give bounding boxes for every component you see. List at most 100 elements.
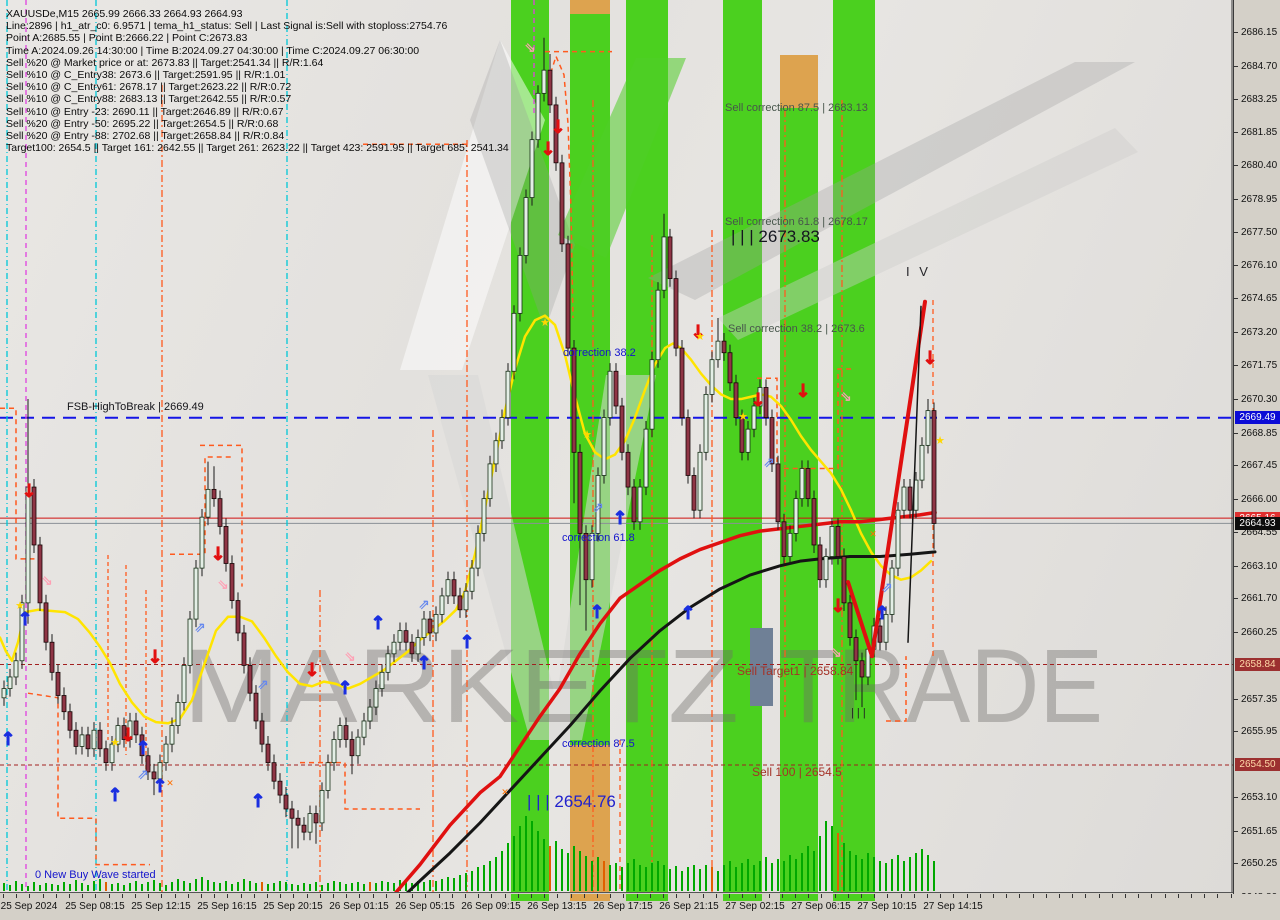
time-tick bbox=[821, 894, 823, 898]
time-tick bbox=[689, 894, 691, 898]
time-tick bbox=[504, 894, 506, 898]
buy-arrow-icon: ↑ bbox=[612, 508, 627, 529]
star-marker-icon: ★ bbox=[582, 428, 592, 441]
time-tick bbox=[1164, 894, 1166, 898]
info-line: Sell %20 @ Entry -88: 2702.68 || Target:… bbox=[6, 130, 285, 143]
blue-signal-arrow-icon: ⇗ bbox=[592, 500, 604, 516]
buy-arrow-icon: ↑ bbox=[107, 785, 122, 806]
time-tick bbox=[121, 894, 123, 898]
time-label: 26 Sep 01:15 bbox=[329, 901, 389, 912]
time-tick bbox=[663, 894, 664, 898]
time-tick bbox=[913, 894, 915, 898]
buy-arrow-icon: ↑ bbox=[416, 653, 431, 674]
price-chart-canvas[interactable]: MARKETZ TRADE ↓ ↓ ↓ ↓ ↓ ↓ ↓ ↓ ↓ ↓ ↓ ↓ ↑ ↑ ↑ ↑ ↑ ↑ ↑ ↑ ↑ ↑ ↑ ↑ ↑ ↑ ⇘ ⇘… bbox=[0, 0, 1233, 893]
time-tick bbox=[1125, 894, 1126, 898]
time-tick bbox=[148, 894, 150, 898]
time-tick bbox=[359, 894, 361, 898]
time-tick bbox=[557, 894, 559, 898]
time-tick bbox=[161, 894, 163, 898]
time-tick bbox=[544, 894, 546, 898]
sell-arrow-icon: ↓ bbox=[21, 481, 36, 502]
buy-arrow-icon: ↑ bbox=[0, 729, 15, 750]
blue-signal-arrow-icon: ⇗ bbox=[763, 455, 775, 471]
buy-arrow-icon: ↑ bbox=[459, 632, 474, 653]
time-tick bbox=[715, 894, 717, 898]
sell-arrow-icon: ↓ bbox=[922, 348, 937, 369]
time-tick bbox=[108, 894, 110, 898]
time-tick bbox=[438, 894, 440, 898]
time-tick bbox=[1059, 894, 1060, 898]
time-tick bbox=[953, 894, 955, 898]
time-tick bbox=[847, 894, 849, 898]
time-tick bbox=[966, 894, 968, 898]
star-marker-icon: ★ bbox=[15, 599, 25, 612]
logo-shape bbox=[648, 62, 1135, 300]
sell-arrow-icon: ↓ bbox=[147, 647, 162, 668]
price-badge: 2664.93 bbox=[1235, 516, 1280, 530]
time-tick bbox=[808, 894, 810, 898]
info-line: Sell %20 @ Entry -50: 2695.22 || Target:… bbox=[6, 117, 279, 130]
star-marker-icon: ★ bbox=[738, 410, 748, 423]
buy-arrow-icon: ↑ bbox=[874, 603, 889, 624]
time-tick bbox=[1072, 894, 1074, 898]
time-tick bbox=[531, 894, 532, 898]
buy-arrow-icon: ↑ bbox=[250, 791, 265, 812]
time-tick bbox=[755, 894, 757, 898]
price-axis[interactable]: 2686.15 2684.70 2683.25 2681.85 2680.40 2678.… bbox=[1233, 0, 1280, 920]
star-marker-icon: ★ bbox=[695, 330, 705, 343]
time-tick bbox=[346, 894, 348, 898]
time-label: 25 Sep 20:15 bbox=[263, 901, 323, 912]
time-tick bbox=[293, 894, 295, 898]
blue-signal-arrow-icon: ⇗ bbox=[881, 580, 893, 596]
info-line: Point A:2685.55 | Point B:2666.22 | Poin… bbox=[6, 32, 248, 45]
time-tick bbox=[3, 894, 4, 898]
time-tick bbox=[861, 894, 862, 898]
buy-arrow-icon: ↑ bbox=[135, 738, 150, 759]
time-tick bbox=[319, 894, 321, 898]
time-tick bbox=[267, 894, 268, 898]
star-marker-icon: ★ bbox=[935, 434, 945, 447]
sell-arrow-icon: ↓ bbox=[540, 139, 555, 160]
pink-signal-arrow-icon: ⇘ bbox=[41, 573, 53, 589]
time-tick bbox=[1217, 894, 1219, 898]
time-tick bbox=[768, 894, 770, 898]
x-marker-icon: ✕ bbox=[869, 530, 877, 540]
buy-arrow-icon: ↑ bbox=[680, 603, 695, 624]
time-tick bbox=[583, 894, 585, 898]
band-stub bbox=[833, 894, 875, 901]
time-tick bbox=[306, 894, 308, 898]
time-tick bbox=[570, 894, 572, 898]
time-label: 27 Sep 06:15 bbox=[791, 901, 851, 912]
time-axis[interactable]: 25 Sep 2024 25 Sep 08:15 25 Sep 12:15 25 Se… bbox=[0, 894, 1280, 920]
time-tick bbox=[517, 894, 519, 898]
info-line: Target100: 2654.5 || Target 161: 2642.55… bbox=[6, 142, 509, 155]
time-tick bbox=[979, 894, 981, 898]
logo-shape bbox=[470, 40, 575, 330]
time-tick bbox=[82, 894, 84, 898]
time-tick bbox=[1098, 894, 1100, 898]
time-tick bbox=[280, 894, 282, 898]
pink-signal-arrow-icon: ⇘ bbox=[217, 577, 229, 593]
time-tick bbox=[201, 894, 202, 898]
time-label: 26 Sep 05:15 bbox=[395, 901, 455, 912]
time-tick bbox=[1019, 894, 1021, 898]
band-stub bbox=[511, 894, 549, 901]
time-tick bbox=[412, 894, 414, 898]
band-stub bbox=[570, 894, 610, 901]
price-badge: 2669.49 bbox=[1235, 411, 1280, 425]
time-label: 26 Sep 09:15 bbox=[461, 901, 521, 912]
buy-arrow-icon: ↑ bbox=[589, 602, 604, 623]
time-label: 26 Sep 13:15 bbox=[527, 901, 587, 912]
time-tick bbox=[834, 894, 836, 898]
time-tick bbox=[333, 894, 334, 898]
time-label: 25 Sep 08:15 bbox=[65, 901, 125, 912]
sell-arrow-icon: ↓ bbox=[750, 390, 765, 411]
time-tick bbox=[597, 894, 598, 898]
time-tick bbox=[253, 894, 255, 898]
star-marker-icon: ★ bbox=[110, 736, 120, 749]
time-tick bbox=[729, 894, 730, 898]
buy-arrow-icon: ↑ bbox=[17, 609, 32, 630]
time-label: 25 Sep 16:15 bbox=[197, 901, 257, 912]
time-tick bbox=[927, 894, 928, 898]
